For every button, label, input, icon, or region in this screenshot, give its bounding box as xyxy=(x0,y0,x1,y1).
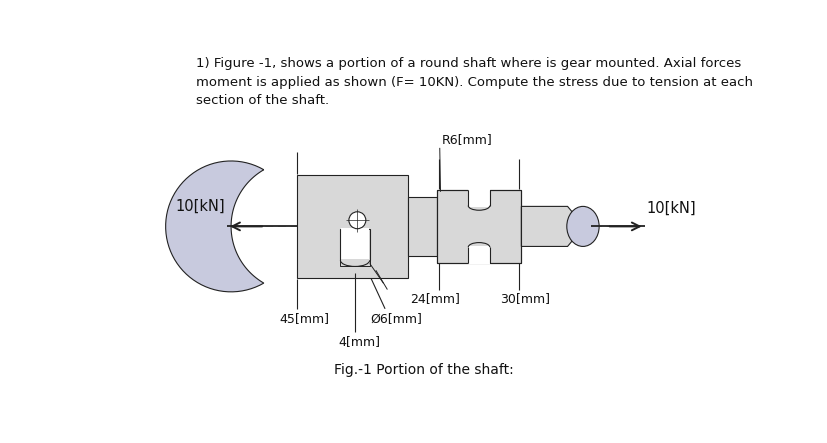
Polygon shape xyxy=(468,246,490,264)
Text: 30[mm]: 30[mm] xyxy=(500,292,550,305)
Ellipse shape xyxy=(566,206,599,246)
Polygon shape xyxy=(521,206,584,246)
Polygon shape xyxy=(340,229,369,266)
Circle shape xyxy=(348,212,366,229)
Polygon shape xyxy=(408,197,436,256)
Text: 10[kN]: 10[kN] xyxy=(646,201,696,216)
Text: 24[mm]: 24[mm] xyxy=(409,292,460,305)
Text: Fig.-1 Portion of the shaft:: Fig.-1 Portion of the shaft: xyxy=(334,363,514,377)
Polygon shape xyxy=(468,189,490,207)
Text: Ø6[mm]: Ø6[mm] xyxy=(370,312,422,325)
Polygon shape xyxy=(296,175,408,278)
Text: R6[mm]: R6[mm] xyxy=(441,133,491,146)
Text: 4[mm]: 4[mm] xyxy=(337,335,380,348)
Polygon shape xyxy=(165,161,264,292)
Text: 1) Figure -1, shows a portion of a round shaft where is gear mounted. Axial forc: 1) Figure -1, shows a portion of a round… xyxy=(196,57,753,107)
Polygon shape xyxy=(436,190,521,263)
Text: 45[mm]: 45[mm] xyxy=(279,312,329,325)
Polygon shape xyxy=(341,228,369,259)
Text: 10[kN]: 10[kN] xyxy=(175,199,225,214)
